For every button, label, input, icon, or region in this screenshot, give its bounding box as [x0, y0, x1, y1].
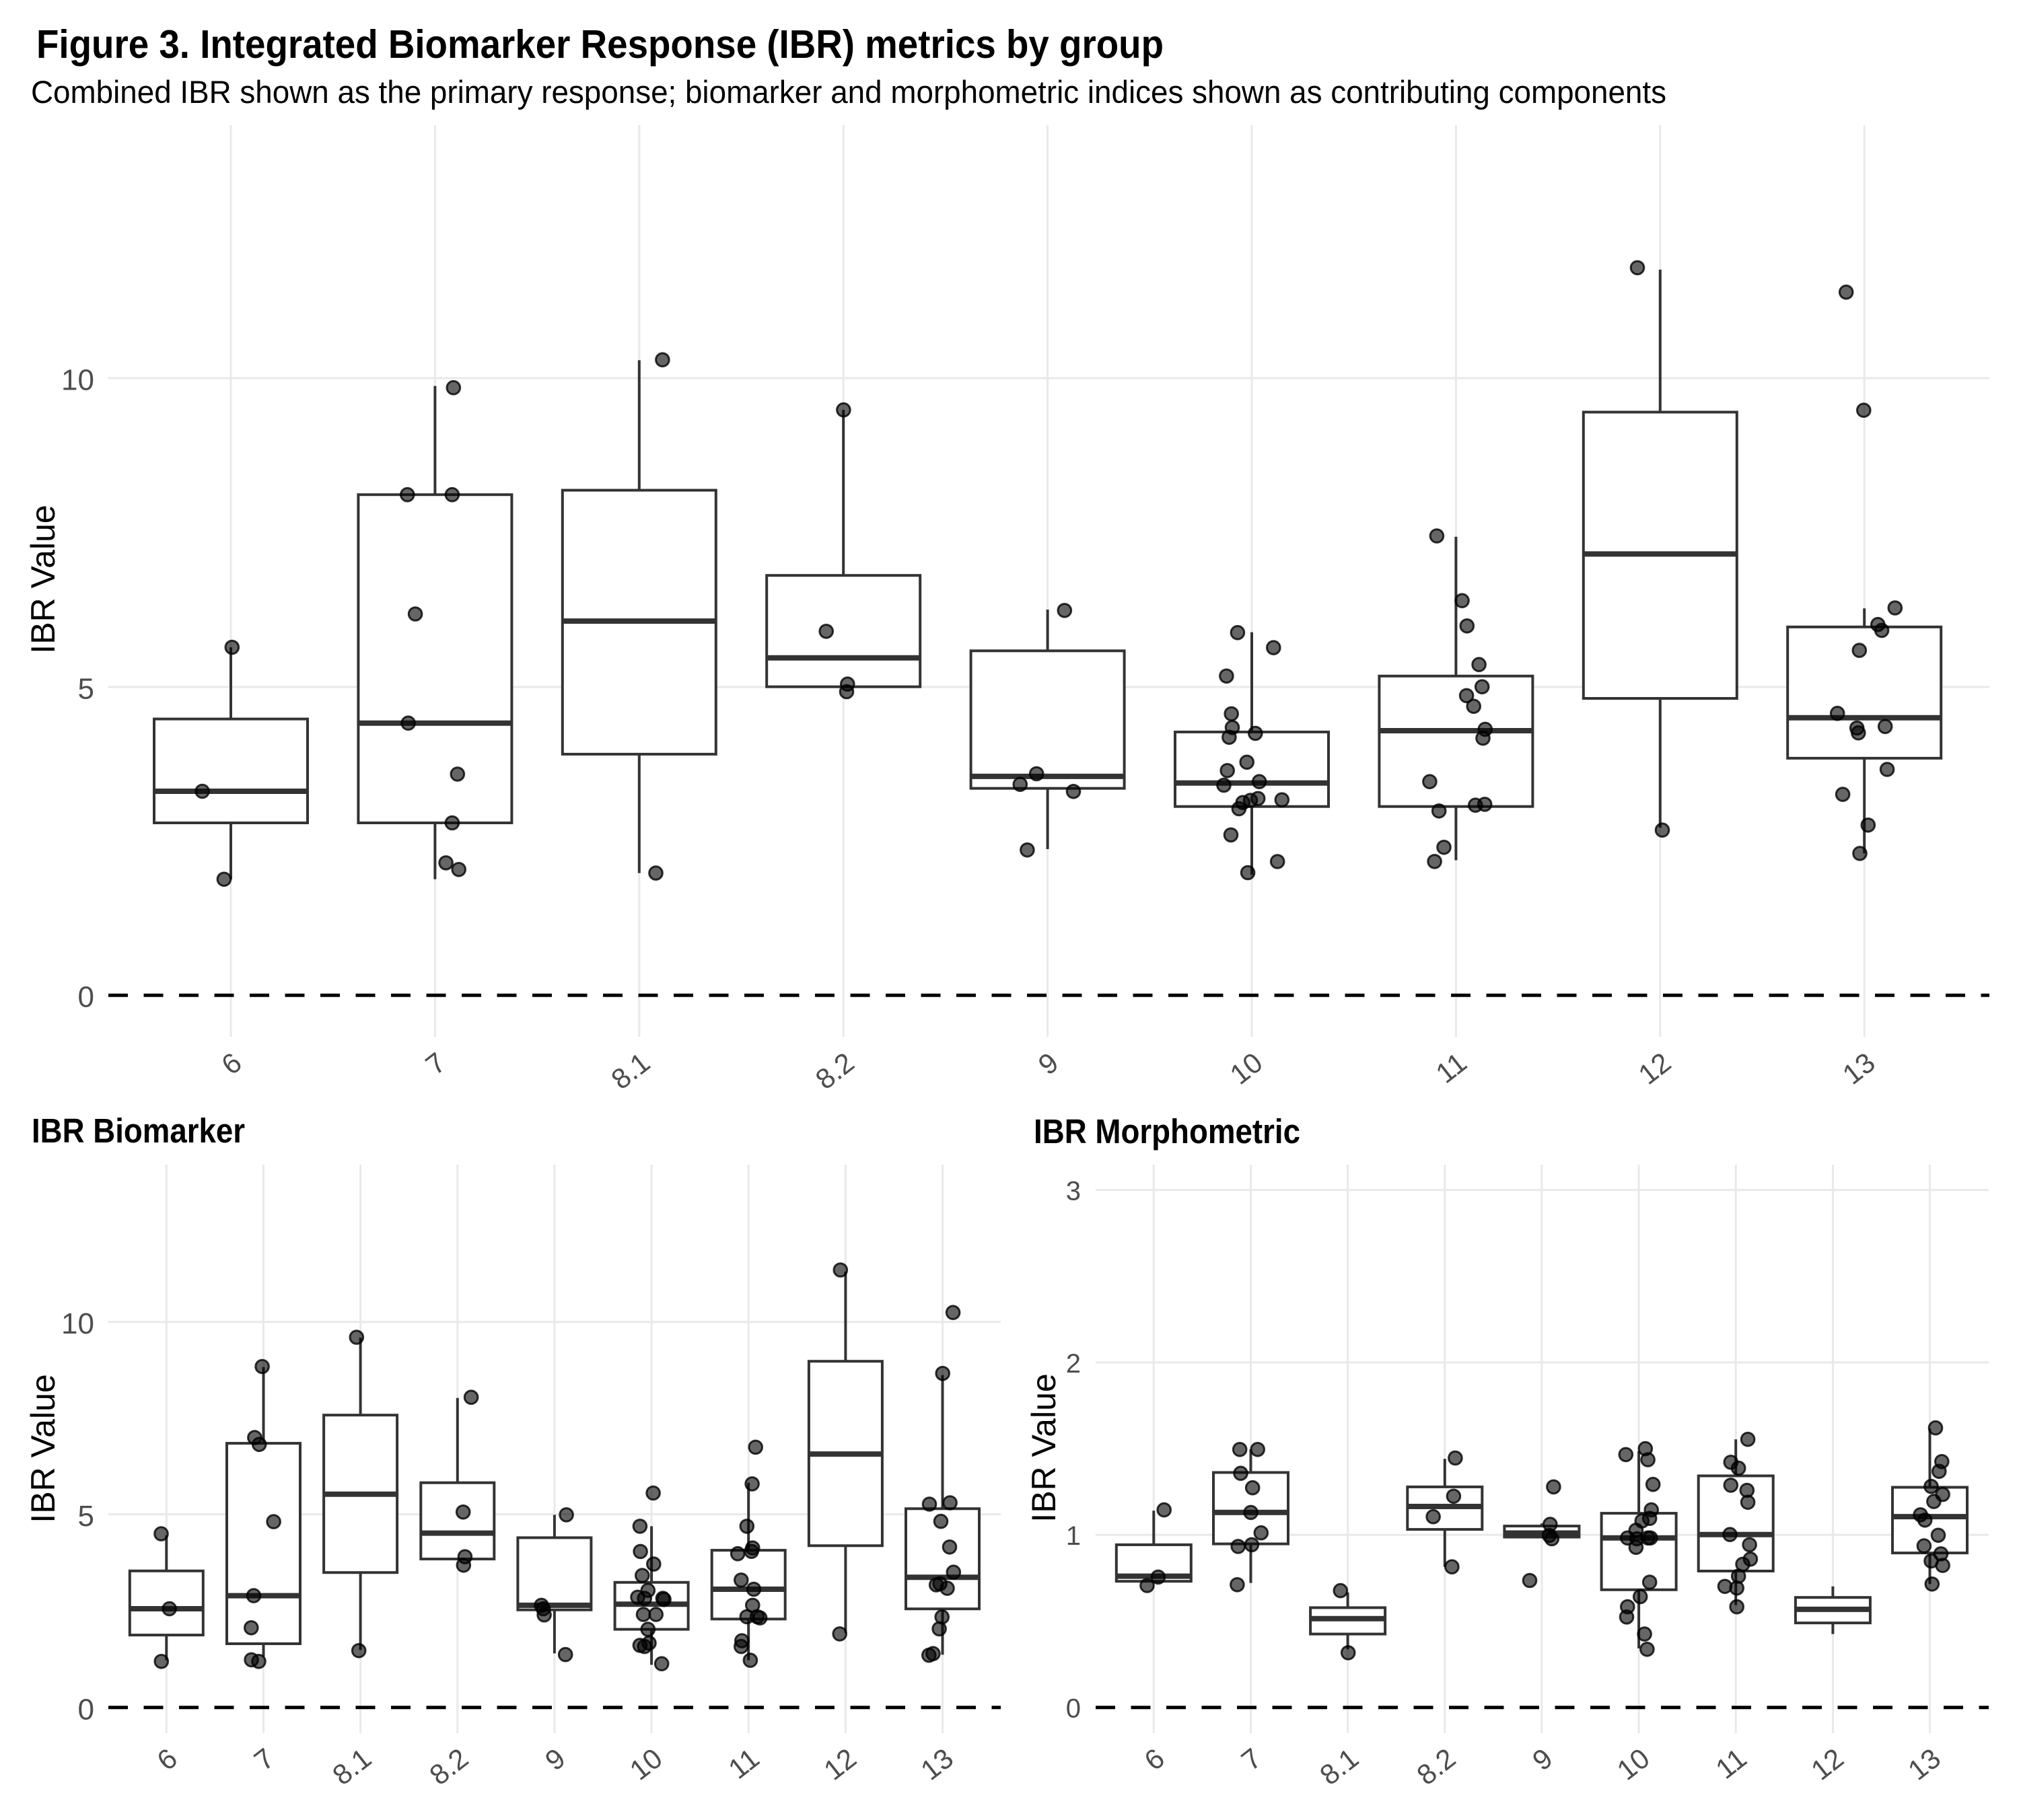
svg-text:0: 0: [1066, 1694, 1081, 1724]
svg-text:5: 5: [78, 673, 94, 706]
svg-text:IBR Value: IBR Value: [24, 505, 62, 653]
svg-text:5: 5: [78, 1500, 94, 1533]
svg-text:2: 2: [1066, 1349, 1081, 1379]
svg-text:1: 1: [1066, 1521, 1081, 1551]
svg-text:0: 0: [78, 981, 94, 1014]
svg-text:10: 10: [61, 1307, 94, 1340]
svg-text:IBR Morphometric: IBR Morphometric: [1034, 1112, 1300, 1151]
svg-text:Figure 3. Integrated Biomarker: Figure 3. Integrated Biomarker Response …: [36, 22, 1164, 67]
svg-text:3: 3: [1066, 1177, 1081, 1206]
svg-text:Combined IBR shown as the prim: Combined IBR shown as the primary respon…: [31, 74, 1666, 110]
svg-text:IBR Value: IBR Value: [24, 1374, 62, 1523]
svg-text:0: 0: [78, 1693, 94, 1726]
svg-text:10: 10: [61, 364, 94, 397]
svg-text:IBR Biomarker: IBR Biomarker: [32, 1112, 245, 1150]
svg-text:IBR Value: IBR Value: [1025, 1373, 1063, 1522]
